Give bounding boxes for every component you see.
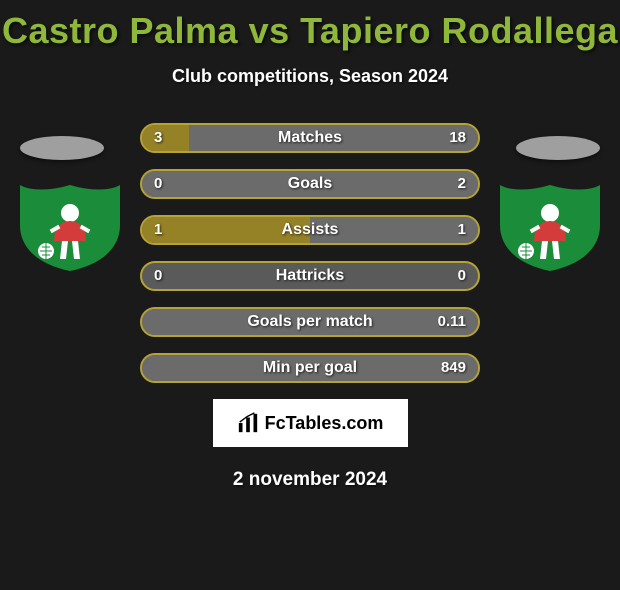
subtitle: Club competitions, Season 2024 bbox=[0, 66, 620, 87]
stat-label: Hattricks bbox=[142, 263, 478, 289]
date-line: 2 november 2024 bbox=[0, 469, 620, 491]
player-right-ellipse bbox=[516, 136, 600, 160]
stat-label: Min per goal bbox=[142, 355, 478, 381]
stat-label: Matches bbox=[142, 125, 478, 151]
stats-rows: 318Matches 02Goals 11Assists 00Hattricks 0.1… bbox=[140, 123, 480, 383]
stat-row: 0.11Goals per match bbox=[140, 307, 480, 337]
stat-row: 00Hattricks bbox=[140, 261, 480, 291]
fctables-icon bbox=[237, 412, 259, 434]
player-left-ellipse bbox=[20, 136, 104, 160]
stat-label: Assists bbox=[142, 217, 478, 243]
stat-row: 318Matches bbox=[140, 123, 480, 153]
fctables-label: FcTables.com bbox=[265, 413, 384, 434]
club-badge-right bbox=[500, 185, 600, 271]
stat-label: Goals bbox=[142, 171, 478, 197]
stat-row: 11Assists bbox=[140, 215, 480, 245]
club-badge-left bbox=[20, 185, 120, 271]
stat-label: Goals per match bbox=[142, 309, 478, 335]
comparison-content: 318Matches 02Goals 11Assists 00Hattricks 0.1… bbox=[0, 123, 620, 491]
stat-row: 02Goals bbox=[140, 169, 480, 199]
page-title: Castro Palma vs Tapiero Rodallega bbox=[0, 10, 620, 52]
fctables-tag[interactable]: FcTables.com bbox=[213, 399, 408, 447]
stat-row: 849Min per goal bbox=[140, 353, 480, 383]
